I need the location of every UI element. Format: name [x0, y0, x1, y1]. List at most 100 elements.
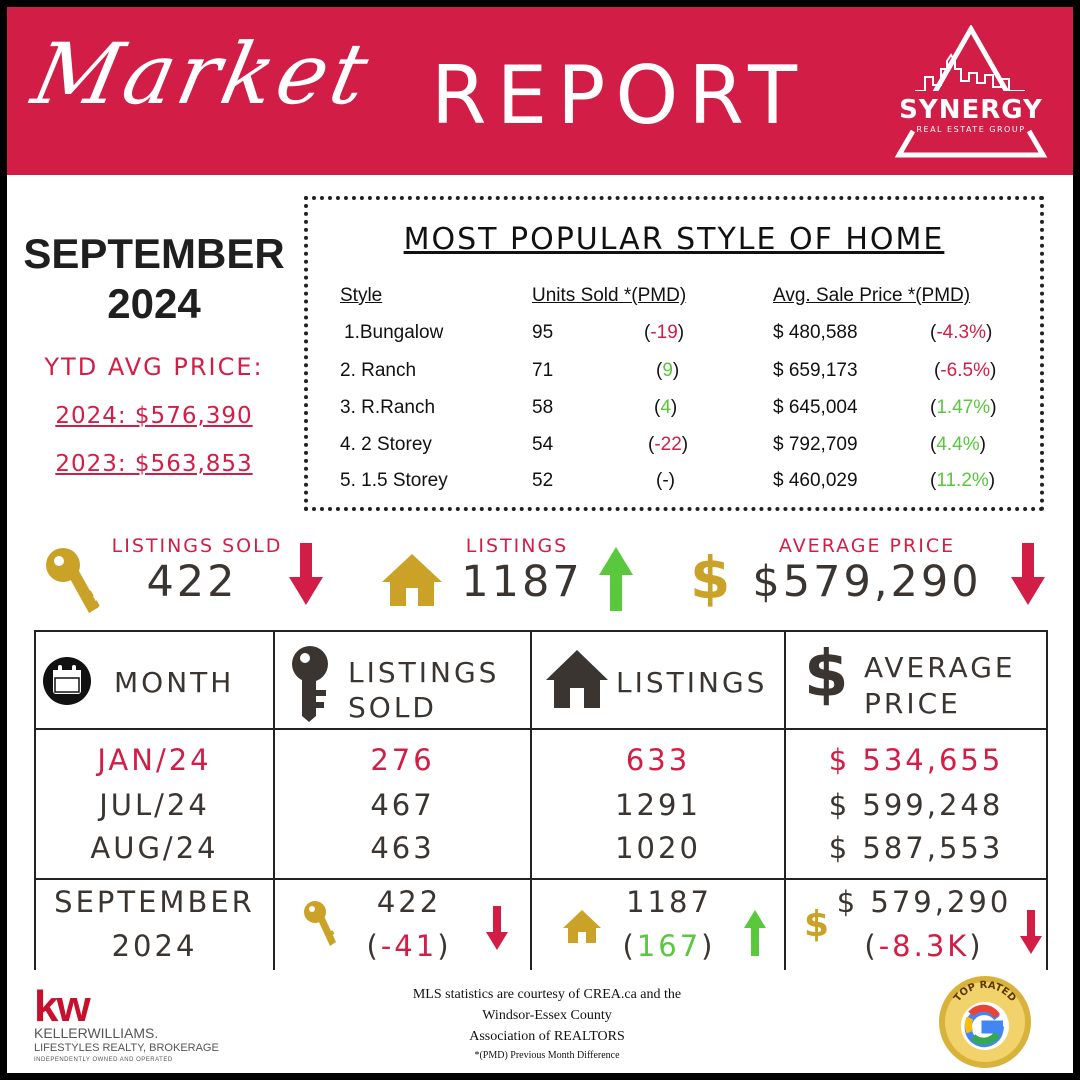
down-arrow-icon [289, 543, 323, 605]
row-price: $ 645,004 [773, 397, 858, 418]
row-units-diff-value: -19 [650, 322, 678, 343]
paren: ( [622, 929, 637, 963]
house-icon [382, 554, 442, 606]
table-header-divider [34, 728, 1048, 730]
row-month: AUG/24 [90, 831, 219, 865]
paren: ( [930, 470, 937, 491]
paren: ) [681, 434, 689, 455]
current-month-name: SEPTEMBER [54, 885, 255, 919]
source-line-1: MLS statistics are courtesy of CREA.ca a… [412, 987, 682, 1002]
dollar-icon: $ [690, 544, 731, 612]
stat-listings-label: LISTINGS [465, 535, 569, 557]
paren: ) [672, 360, 680, 381]
current-price-diff-value: -8.3K [878, 929, 970, 963]
paren: ) [701, 929, 716, 963]
table-col-divider [530, 630, 532, 970]
up-arrow-icon [599, 547, 633, 611]
synergy-logo-mark [891, 25, 1051, 158]
row-price: $ 659,173 [773, 360, 858, 381]
row-style: 1.Bungalow [344, 322, 444, 343]
row-listings: 1020 [615, 831, 701, 865]
current-price-diff: (-8.3K) [824, 924, 1024, 968]
row-sold: 276 [370, 743, 435, 777]
kw-logo: kw [34, 982, 91, 1031]
row-month: JAN/24 [97, 743, 212, 777]
report-year: 2024 [107, 280, 201, 327]
table-current-divider [34, 878, 1048, 880]
row-units-diff: (9) [656, 360, 679, 382]
paren: ( [648, 434, 655, 455]
ytd-previous: 2023: $563,853 [55, 451, 253, 477]
key-icon [292, 646, 328, 722]
down-arrow-icon [486, 906, 508, 950]
row-style: 4. 2 Storey [340, 434, 432, 455]
paren: ) [988, 470, 996, 491]
current-sold: 422 (-41) [334, 880, 484, 968]
current-listings-diff: (167) [594, 924, 744, 968]
house-icon [563, 910, 601, 943]
row-units: 71 [532, 360, 554, 381]
current-listings: 1187 (167) [594, 880, 744, 968]
col-sold-header-1: LISTINGS [348, 656, 500, 689]
row-style: 2. Ranch [340, 360, 417, 381]
report-month: SEPTEMBER [23, 230, 285, 277]
row-sold: 467 [370, 788, 435, 822]
paren: ( [930, 434, 937, 455]
key-icon [46, 548, 100, 613]
title-script: Market [24, 25, 381, 123]
row-units-diff-value: 4 [660, 397, 671, 418]
stat-price-value: $579,290 [752, 557, 982, 607]
up-arrow-icon [744, 910, 766, 956]
ytd-current: 2024: $576,390 [55, 403, 253, 429]
paren: ( [930, 397, 937, 418]
col-price-header-1: AVERAGE [864, 651, 1016, 684]
stat-sold-value: 422 [146, 557, 238, 607]
paren: ) [985, 322, 993, 343]
current-month-year: 2024 [111, 929, 198, 963]
popular-styles-panel: MOST POPULAR STYLE OF HOME Style Units S… [304, 196, 1044, 511]
paren: ( [644, 322, 651, 343]
row-units-diff: (-22) [648, 434, 688, 456]
logo-name: SYNERGY [899, 95, 1043, 125]
row-price: $ 587,553 [828, 831, 1004, 865]
col-price-header-2: PRICE [864, 687, 961, 720]
col-listings-header: LISTINGS [616, 666, 768, 699]
kw-brokerage: LIFESTYLES REALTY, BROKERAGE [34, 1042, 219, 1054]
calendar-icon [43, 657, 91, 705]
current-sold-diff: (-41) [334, 924, 484, 968]
current-sold-value: 422 [376, 885, 442, 919]
source-line-2: Windsor-Essex County [482, 1008, 612, 1023]
row-price-diff-value: 11.2% [936, 470, 989, 491]
report-period: SEPTEMBER 2024 [7, 229, 301, 329]
table-border-right [1046, 630, 1048, 970]
popular-title: MOST POPULAR STYLE OF HOME [403, 222, 945, 257]
down-arrow-icon [1011, 543, 1045, 605]
paren: ) [437, 929, 452, 963]
top-rated-badge-icon: TOP RATED [939, 976, 1031, 1068]
paren: ( [656, 360, 663, 381]
table-col-divider [784, 630, 786, 970]
row-listings: 1291 [615, 788, 701, 822]
row-price-diff: (4.4%) [930, 434, 986, 456]
stat-listings-value: 1187 [461, 557, 583, 607]
row-units-diff-value: 9 [662, 360, 673, 381]
row-price: $ 792,709 [773, 434, 858, 455]
current-price: $ 579,290 (-8.3K) [824, 880, 1024, 968]
row-style: 5. 1.5 Storey [340, 470, 448, 491]
logo-subtitle: REAL ESTATE GROUP [916, 125, 1026, 134]
pmd-note: *(PMD) Previous Month Difference [474, 1050, 620, 1061]
monthly-stats-table: MONTH LISTINGS SOLD LISTINGS $ AVERAGE P… [34, 630, 1048, 970]
market-report-card: Market REPORT SYNERGY REAL ESTATE GROUP … [7, 7, 1073, 1073]
ytd-label: YTD AVG PRICE: [44, 353, 264, 381]
row-units-diff-value: -22 [654, 434, 682, 455]
row-price-diff: (11.2%) [930, 470, 995, 492]
row-units: 95 [532, 322, 554, 343]
row-price-diff: (1.47%) [930, 397, 997, 419]
source-line-3: Association of REALTORS [469, 1029, 625, 1044]
current-listings-diff-value: 167 [636, 929, 702, 963]
paren: ) [670, 397, 678, 418]
col-sold-header-2: SOLD [348, 691, 437, 724]
col-header-units: Units Sold *(PMD) [532, 285, 687, 306]
row-units-diff: (-19) [644, 322, 684, 344]
row-price: $ 480,588 [773, 322, 858, 343]
